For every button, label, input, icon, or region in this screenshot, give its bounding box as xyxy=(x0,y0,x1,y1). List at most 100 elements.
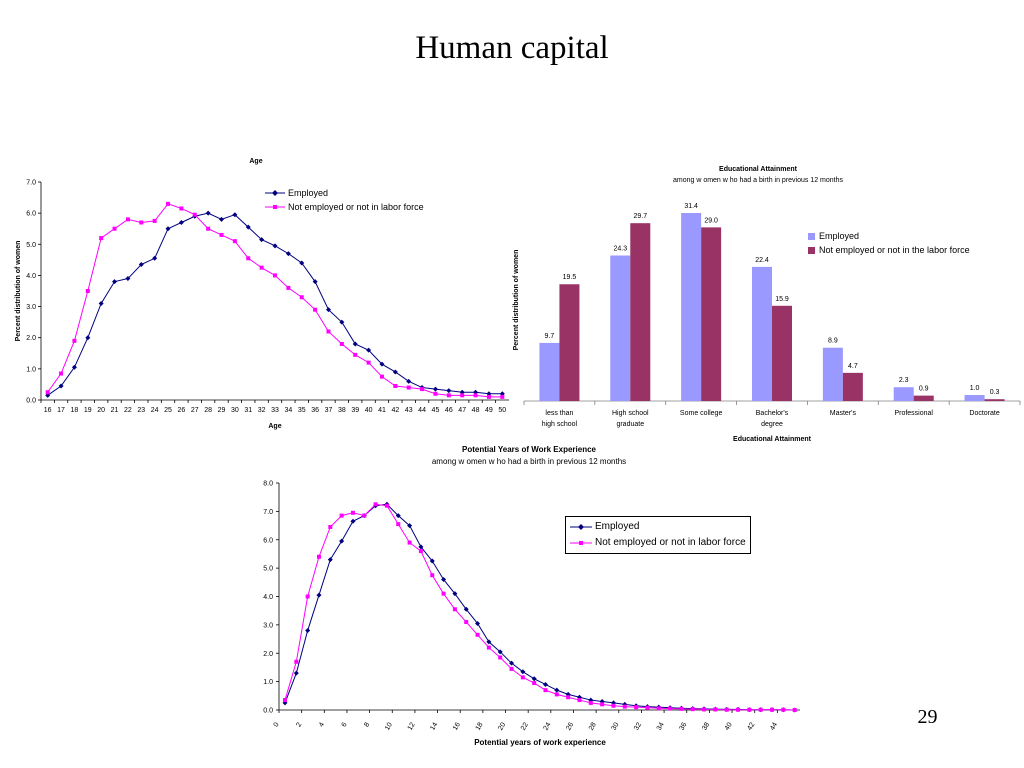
x-tick-label: 30 xyxy=(611,721,621,731)
chart-subtitle: among w omen w ho had a birth in previou… xyxy=(432,457,626,466)
bar xyxy=(539,342,560,401)
bar xyxy=(630,223,651,401)
x-tick-label: 35 xyxy=(298,407,306,414)
data-point xyxy=(339,538,345,544)
x-tick-label: 46 xyxy=(445,407,453,414)
data-point xyxy=(520,669,526,675)
data-point xyxy=(430,573,435,578)
bar-value-label: 29.7 xyxy=(633,213,647,220)
y-tick-label: 3.0 xyxy=(263,622,273,629)
x-tick-label: Professional xyxy=(894,410,933,417)
data-point xyxy=(588,697,594,703)
data-point xyxy=(406,385,411,390)
x-tick-label: 32 xyxy=(633,721,643,731)
x-tick-label: 28 xyxy=(204,407,212,414)
chart-title: Age xyxy=(249,158,262,165)
data-point xyxy=(509,666,514,671)
legend-not-employed-marker-icon xyxy=(570,541,592,545)
data-point xyxy=(429,558,435,564)
data-point xyxy=(326,329,331,334)
y-tick-label: 6.0 xyxy=(263,537,273,544)
data-point xyxy=(407,540,412,545)
data-point xyxy=(112,279,118,285)
data-point xyxy=(667,705,673,711)
y-tick-label: 0.0 xyxy=(263,708,273,715)
x-tick-label: less than high school xyxy=(542,410,578,428)
data-point xyxy=(645,705,650,710)
data-point xyxy=(419,385,425,391)
data-point xyxy=(497,649,503,655)
x-tick-label: 48 xyxy=(472,407,480,414)
data-point xyxy=(282,700,288,706)
x-tick-label: 33 xyxy=(271,407,279,414)
legend-not-employed-swatch-icon xyxy=(808,246,815,254)
data-point xyxy=(633,703,639,709)
data-point xyxy=(724,706,730,712)
data-point xyxy=(475,632,480,637)
x-tick-label: 49 xyxy=(485,407,493,414)
x-tick-label: 39 xyxy=(351,407,359,414)
x-tick-label: 47 xyxy=(458,407,466,414)
data-point xyxy=(396,522,401,527)
bar-value-label: 31.4 xyxy=(684,203,698,210)
data-point xyxy=(139,220,144,225)
data-point xyxy=(45,390,50,395)
data-point xyxy=(246,256,251,261)
data-point xyxy=(701,706,707,712)
legend-item-not-employed: Not employed or not in labor force xyxy=(570,535,746,551)
legend-employed-label: Employed xyxy=(819,231,860,241)
bar xyxy=(752,266,772,401)
series-line xyxy=(47,203,503,398)
legend-item-not-employed: Not employed or not in labor force xyxy=(265,200,424,214)
data-point xyxy=(366,360,371,365)
legend-item-employed: Employed xyxy=(265,186,424,200)
legend-employed-swatch-icon xyxy=(808,232,815,240)
data-point xyxy=(245,224,251,230)
data-point xyxy=(85,335,91,341)
data-point xyxy=(452,591,458,597)
data-point xyxy=(98,300,104,306)
y-tick-label: 2.0 xyxy=(263,651,273,658)
bar-value-label: 8.9 xyxy=(828,338,838,345)
x-tick-label: 2 xyxy=(295,721,303,728)
data-point xyxy=(219,216,225,222)
data-point xyxy=(339,513,344,518)
data-point xyxy=(600,702,605,707)
data-point xyxy=(259,237,265,243)
data-point xyxy=(259,265,264,270)
data-point xyxy=(712,706,718,712)
x-tick-label: 42 xyxy=(391,407,399,414)
x-tick-label: 21 xyxy=(111,407,119,414)
data-point xyxy=(379,361,385,367)
data-point xyxy=(205,210,211,216)
data-point xyxy=(668,706,673,711)
data-point xyxy=(432,386,438,392)
data-point xyxy=(294,659,299,664)
y-tick-label: 4.0 xyxy=(263,594,273,601)
bar-value-label: 19.5 xyxy=(563,274,577,281)
chart-subtitle: among w omen w ho had a birth in previou… xyxy=(673,177,844,184)
data-point xyxy=(792,708,797,712)
data-point xyxy=(305,628,311,634)
data-point xyxy=(475,620,481,626)
data-point xyxy=(305,594,310,599)
data-point xyxy=(735,706,741,712)
x-tick-label: Doctorate xyxy=(969,410,999,417)
data-point xyxy=(464,620,469,625)
x-axis-label: Age xyxy=(268,423,281,430)
bar-value-label: 29.0 xyxy=(704,217,718,224)
x-tick-label: 25 xyxy=(164,407,172,414)
legend-not-employed-label: Not employed or not in labor force xyxy=(288,202,424,212)
data-point xyxy=(543,688,548,693)
data-point xyxy=(441,576,447,582)
data-point xyxy=(72,338,77,343)
data-point xyxy=(452,607,457,612)
data-point xyxy=(219,232,224,237)
data-point xyxy=(459,389,465,395)
bar-value-label: 4.7 xyxy=(848,363,858,370)
data-point xyxy=(178,219,184,225)
chart-title: Educational Attainment xyxy=(719,166,798,173)
x-tick-label: 40 xyxy=(724,721,734,731)
